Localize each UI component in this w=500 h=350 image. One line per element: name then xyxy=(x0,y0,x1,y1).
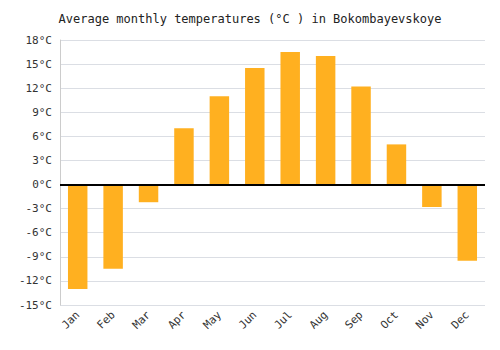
svg-text:9°C: 9°C xyxy=(32,106,52,119)
svg-text:Average monthly temperatures (: Average monthly temperatures (°C ) in Bo… xyxy=(59,12,442,26)
svg-text:-12°C: -12°C xyxy=(19,274,52,287)
svg-text:Feb: Feb xyxy=(94,308,117,331)
svg-text:Jun: Jun xyxy=(236,308,259,331)
svg-text:Nov: Nov xyxy=(413,308,436,331)
svg-text:-15°C: -15°C xyxy=(19,299,52,312)
svg-text:Mar: Mar xyxy=(130,308,153,331)
svg-text:6°C: 6°C xyxy=(32,130,52,143)
svg-text:15°C: 15°C xyxy=(26,58,53,71)
svg-text:Aug: Aug xyxy=(307,308,330,331)
svg-text:Oct: Oct xyxy=(378,308,401,331)
svg-text:12°C: 12°C xyxy=(26,82,53,95)
svg-text:-9°C: -9°C xyxy=(26,250,53,263)
svg-text:-6°C: -6°C xyxy=(26,226,53,239)
svg-text:Jan: Jan xyxy=(59,308,82,331)
svg-text:Jul: Jul xyxy=(272,308,295,331)
svg-text:Apr: Apr xyxy=(165,308,188,331)
svg-text:3°C: 3°C xyxy=(32,154,52,167)
svg-text:Dec: Dec xyxy=(449,308,472,331)
svg-text:0°C: 0°C xyxy=(32,178,52,191)
svg-text:-3°C: -3°C xyxy=(26,202,53,215)
svg-text:May: May xyxy=(201,308,224,331)
svg-text:18°C: 18°C xyxy=(26,34,53,47)
svg-text:Sep: Sep xyxy=(342,308,365,331)
